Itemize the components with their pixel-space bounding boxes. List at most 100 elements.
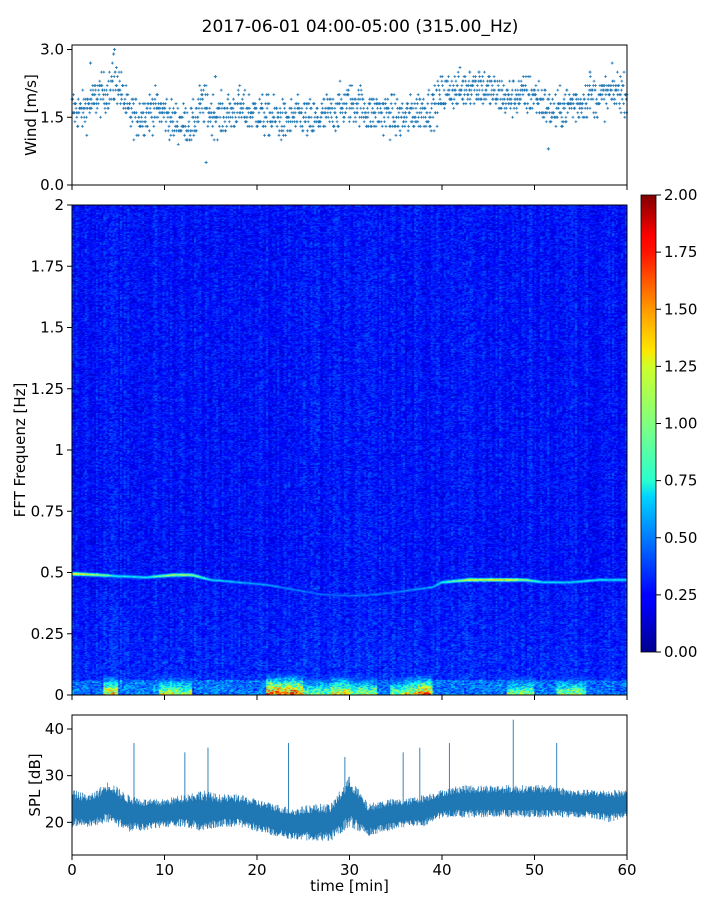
wind-point bbox=[438, 97, 442, 101]
spl-trace bbox=[71, 719, 628, 841]
wind-point bbox=[618, 106, 622, 110]
wind-point bbox=[617, 84, 621, 88]
wind-point bbox=[124, 84, 128, 88]
wind-point bbox=[168, 106, 172, 110]
wind-point bbox=[148, 106, 152, 110]
wind-point bbox=[197, 120, 201, 124]
wind-point bbox=[563, 93, 567, 97]
wind-point bbox=[378, 102, 382, 106]
wind-point bbox=[460, 88, 463, 92]
wind-point bbox=[304, 120, 308, 124]
wind-point bbox=[330, 115, 333, 119]
wind-point bbox=[372, 97, 376, 101]
wind-point bbox=[567, 93, 571, 97]
wind-point bbox=[496, 97, 500, 101]
wind-point bbox=[450, 79, 454, 83]
wind-point bbox=[424, 124, 428, 128]
wind-point bbox=[540, 88, 544, 92]
wind-point bbox=[503, 97, 506, 101]
wind-point bbox=[618, 102, 621, 106]
wind-point bbox=[484, 88, 488, 92]
wind-point bbox=[557, 106, 560, 110]
wind-point bbox=[334, 129, 338, 133]
wind-point bbox=[310, 106, 313, 110]
wind-point bbox=[209, 102, 213, 106]
wind-point bbox=[357, 93, 361, 97]
wind-point bbox=[456, 84, 459, 88]
wind-point bbox=[595, 97, 599, 101]
wind-point bbox=[222, 115, 226, 119]
wind-point bbox=[104, 111, 108, 115]
wind-point bbox=[330, 106, 334, 110]
spectrogram-y-tick-label: 0.5 bbox=[40, 564, 64, 582]
spectrogram-y-tick-label: 1.75 bbox=[31, 257, 64, 275]
wind-point bbox=[319, 120, 322, 124]
wind-point bbox=[428, 124, 432, 128]
wind-point bbox=[389, 102, 393, 106]
spl-x-ticks: 0 10 20 30 40 50 60 bbox=[67, 855, 637, 879]
wind-point bbox=[93, 84, 97, 88]
wind-point bbox=[76, 124, 80, 128]
wind-point bbox=[474, 75, 477, 79]
wind-point bbox=[492, 75, 496, 79]
wind-point bbox=[182, 102, 185, 106]
wind-point bbox=[229, 124, 233, 128]
wind-point bbox=[218, 115, 222, 119]
wind-point bbox=[549, 102, 553, 106]
wind-point bbox=[213, 75, 217, 79]
wind-point bbox=[251, 115, 255, 119]
wind-point bbox=[356, 102, 360, 106]
wind-point bbox=[250, 124, 254, 128]
wind-point bbox=[198, 84, 202, 88]
wind-point bbox=[156, 115, 160, 119]
wind-point bbox=[232, 97, 235, 101]
wind-point bbox=[544, 88, 547, 92]
spectrogram-y-tick-label: 1.25 bbox=[31, 380, 64, 398]
wind-point bbox=[308, 97, 312, 101]
wind-point bbox=[152, 124, 156, 128]
wind-point bbox=[481, 79, 485, 83]
wind-point bbox=[623, 115, 627, 119]
wind-point bbox=[225, 124, 229, 128]
wind-point bbox=[570, 106, 573, 110]
wind-point bbox=[88, 61, 93, 65]
wind-point bbox=[398, 129, 402, 133]
wind-point bbox=[110, 75, 114, 79]
wind-point bbox=[143, 115, 147, 119]
wind-point bbox=[431, 115, 435, 119]
wind-point bbox=[289, 129, 293, 133]
wind-point bbox=[211, 93, 215, 97]
wind-point bbox=[165, 97, 169, 101]
wind-point bbox=[263, 124, 267, 128]
wind-point bbox=[345, 106, 349, 110]
wind-point bbox=[384, 102, 387, 106]
wind-y-tick-label: 0.0 bbox=[40, 176, 64, 194]
wind-point bbox=[300, 124, 304, 128]
wind-point bbox=[106, 106, 110, 110]
wind-point bbox=[110, 61, 114, 65]
wind-point bbox=[608, 93, 611, 97]
wind-point bbox=[347, 88, 350, 92]
wind-point bbox=[257, 111, 261, 115]
wind-point bbox=[547, 106, 550, 110]
wind-point bbox=[209, 120, 212, 124]
wind-point bbox=[448, 84, 452, 88]
wind-point bbox=[619, 93, 623, 97]
wind-point bbox=[447, 75, 450, 79]
wind-point bbox=[452, 97, 456, 101]
spectrogram-image-frame bbox=[72, 205, 627, 695]
wind-point bbox=[473, 88, 476, 92]
wind-point bbox=[170, 97, 173, 101]
wind-point bbox=[322, 97, 326, 101]
wind-point bbox=[301, 129, 305, 133]
wind-point bbox=[366, 111, 370, 115]
wind-point bbox=[121, 84, 125, 88]
wind-point bbox=[600, 93, 604, 97]
wind-point bbox=[143, 133, 146, 137]
wind-point bbox=[75, 115, 79, 119]
wind-point bbox=[374, 115, 378, 119]
wind-point bbox=[382, 115, 386, 119]
wind-point bbox=[571, 115, 575, 119]
wind-point bbox=[357, 124, 361, 128]
wind-point bbox=[547, 93, 551, 97]
